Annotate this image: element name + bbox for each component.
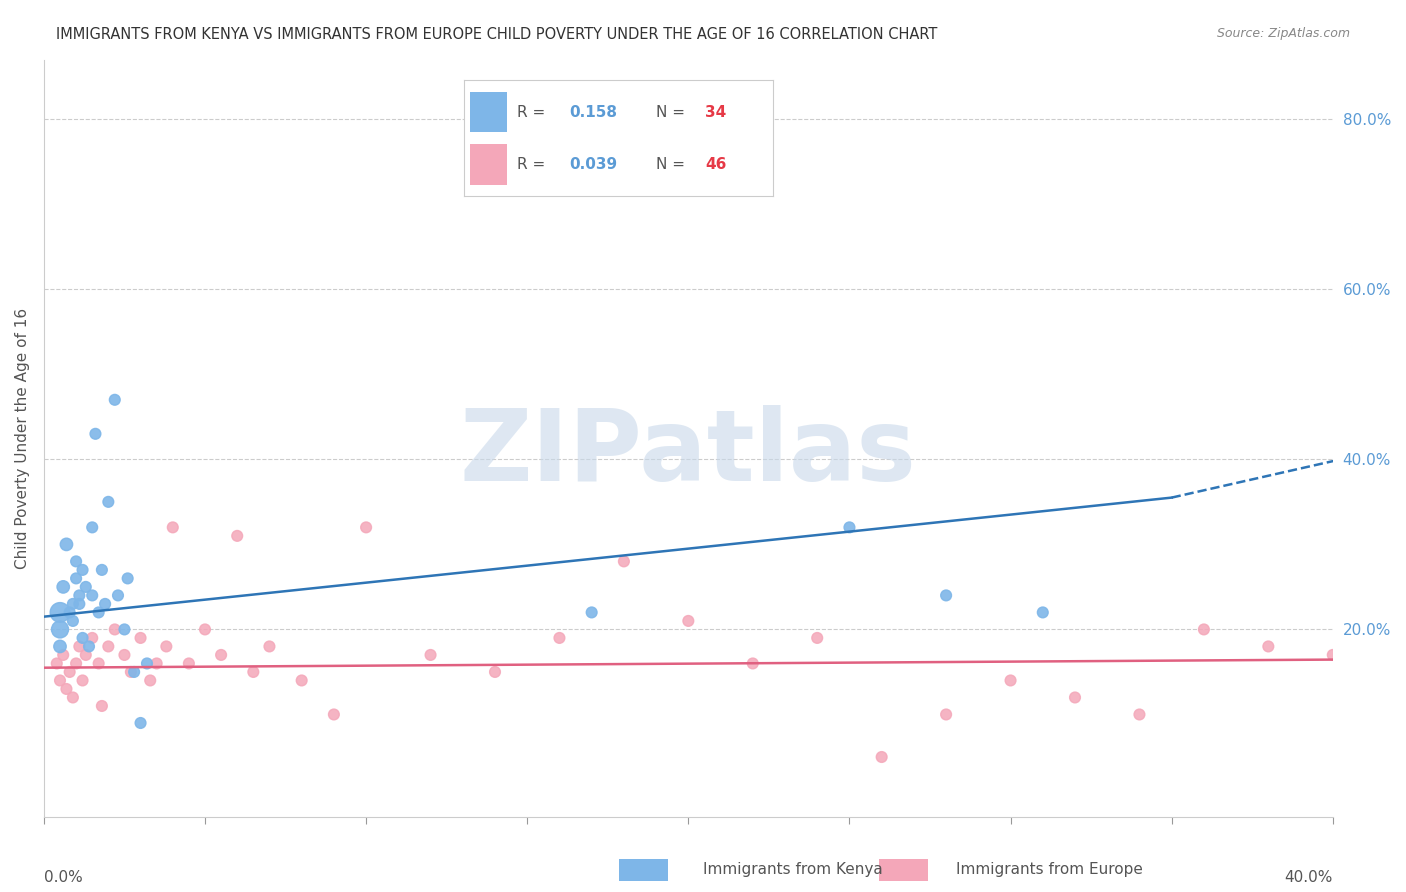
Point xyxy=(114,648,136,662)
Text: 34: 34 xyxy=(706,105,727,120)
Point xyxy=(107,588,129,602)
Point xyxy=(49,623,72,637)
Point xyxy=(117,571,139,585)
FancyBboxPatch shape xyxy=(470,92,508,132)
Point xyxy=(82,631,104,645)
Point xyxy=(77,640,100,654)
Y-axis label: Child Poverty Under the Age of 16: Child Poverty Under the Age of 16 xyxy=(15,308,30,568)
Point xyxy=(226,529,249,543)
Point xyxy=(90,563,112,577)
Text: 40.0%: 40.0% xyxy=(1285,870,1333,885)
Point xyxy=(1032,606,1054,620)
Point xyxy=(67,588,90,602)
Point xyxy=(62,597,84,611)
Point xyxy=(145,657,167,671)
Point xyxy=(806,631,828,645)
Point xyxy=(1192,623,1215,637)
Point xyxy=(870,750,893,764)
Point xyxy=(49,606,72,620)
Point xyxy=(322,707,344,722)
Point xyxy=(104,392,127,407)
Point xyxy=(55,681,77,696)
Point xyxy=(613,554,636,568)
Point xyxy=(67,597,90,611)
Point xyxy=(97,495,120,509)
Point xyxy=(67,640,90,654)
Point xyxy=(120,665,142,679)
Text: N =: N = xyxy=(655,157,689,172)
Point xyxy=(129,631,152,645)
Point xyxy=(52,580,75,594)
Text: R =: R = xyxy=(516,105,550,120)
Point xyxy=(162,520,184,534)
Text: Immigrants from Europe: Immigrants from Europe xyxy=(956,863,1143,877)
Point xyxy=(104,623,127,637)
Point xyxy=(82,588,104,602)
Point xyxy=(484,665,506,679)
Point xyxy=(194,623,217,637)
Point xyxy=(136,657,159,671)
Point xyxy=(259,640,281,654)
Point xyxy=(581,606,603,620)
Point xyxy=(1128,707,1150,722)
Point xyxy=(72,673,94,688)
Point xyxy=(548,631,571,645)
Point xyxy=(291,673,314,688)
Text: Source: ZipAtlas.com: Source: ZipAtlas.com xyxy=(1216,27,1350,40)
Point xyxy=(741,657,763,671)
FancyBboxPatch shape xyxy=(470,144,508,185)
Text: ZIPatlas: ZIPatlas xyxy=(460,405,917,501)
Point xyxy=(354,520,377,534)
Point xyxy=(82,520,104,534)
Point xyxy=(129,716,152,731)
Point xyxy=(209,648,232,662)
Point xyxy=(122,665,145,679)
Point xyxy=(49,640,72,654)
Point xyxy=(62,690,84,705)
Point xyxy=(114,623,136,637)
Point xyxy=(75,580,97,594)
Point xyxy=(97,640,120,654)
Point xyxy=(1257,640,1279,654)
Point xyxy=(59,665,82,679)
Point xyxy=(90,698,112,713)
Point xyxy=(59,606,82,620)
Point xyxy=(1064,690,1087,705)
Point xyxy=(1322,648,1344,662)
Text: R =: R = xyxy=(516,157,550,172)
Point xyxy=(72,631,94,645)
Point xyxy=(65,571,87,585)
Point xyxy=(49,673,72,688)
Text: N =: N = xyxy=(655,105,689,120)
Text: Immigrants from Kenya: Immigrants from Kenya xyxy=(703,863,883,877)
Point xyxy=(242,665,264,679)
Point xyxy=(84,426,107,441)
Point xyxy=(177,657,200,671)
Point xyxy=(419,648,441,662)
Point xyxy=(87,606,110,620)
Point xyxy=(72,563,94,577)
Text: 0.0%: 0.0% xyxy=(44,870,83,885)
Point xyxy=(1000,673,1022,688)
Point xyxy=(678,614,700,628)
Point xyxy=(75,648,97,662)
Point xyxy=(139,673,162,688)
Point xyxy=(87,657,110,671)
Point xyxy=(94,597,117,611)
Point xyxy=(45,657,67,671)
Point xyxy=(55,537,77,551)
Text: 0.039: 0.039 xyxy=(569,157,617,172)
Point xyxy=(935,707,957,722)
Point xyxy=(838,520,860,534)
Point xyxy=(155,640,177,654)
Point xyxy=(65,554,87,568)
Text: IMMIGRANTS FROM KENYA VS IMMIGRANTS FROM EUROPE CHILD POVERTY UNDER THE AGE OF 1: IMMIGRANTS FROM KENYA VS IMMIGRANTS FROM… xyxy=(56,27,938,42)
Text: 46: 46 xyxy=(706,157,727,172)
Point xyxy=(62,614,84,628)
Point xyxy=(52,648,75,662)
Text: 0.158: 0.158 xyxy=(569,105,617,120)
Point xyxy=(65,657,87,671)
Point xyxy=(935,588,957,602)
